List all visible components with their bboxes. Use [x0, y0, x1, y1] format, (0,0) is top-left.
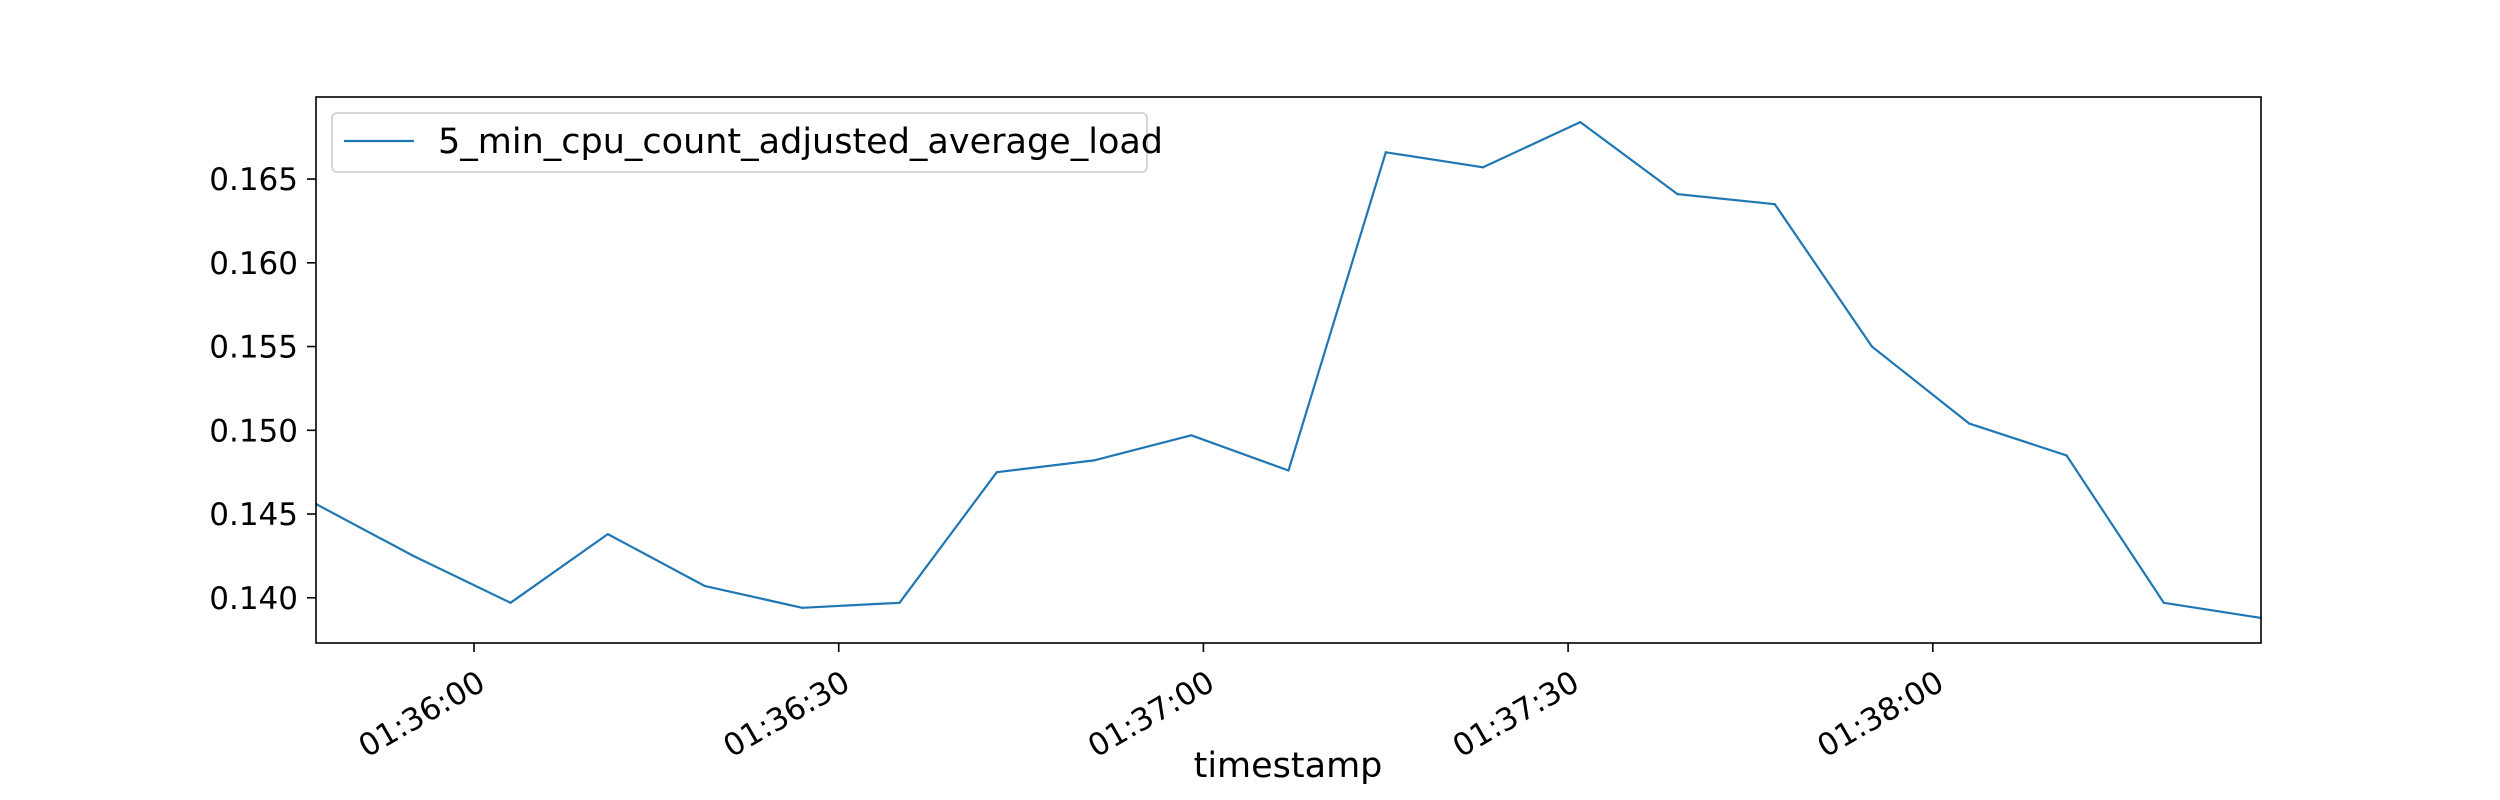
data-point — [2162, 601, 2165, 604]
x-tick-label: 01:36:30 — [717, 664, 856, 765]
data-point — [2065, 454, 2068, 457]
data-point — [412, 554, 415, 558]
data-point — [1773, 203, 1776, 206]
x-axis-title: timestamp — [1194, 746, 1383, 786]
data-point — [1190, 434, 1193, 437]
y-tick-label: 0.140 — [209, 581, 298, 617]
data-point — [1384, 151, 1387, 154]
data-point — [1579, 121, 1582, 124]
data-point — [1481, 166, 1485, 169]
y-tick-label: 0.165 — [209, 162, 298, 198]
data-point — [606, 533, 609, 536]
data-point — [1968, 422, 1971, 425]
legend-box — [331, 112, 1148, 173]
x-axis-ticks: 01:36:00 01:36:30 01:37:00 01:37:30 01:38:00 — [353, 643, 1950, 765]
data-point — [801, 606, 804, 609]
series-layer — [314, 120, 2263, 619]
x-tick-label: 01:38:00 — [1811, 664, 1950, 765]
legend: 5_min_cpu_count_adjusted_average_load — [331, 112, 1163, 173]
data-point — [1870, 345, 1874, 348]
data-point — [509, 601, 512, 604]
plot-area — [316, 97, 2261, 643]
legend-label: 5_min_cpu_count_adjusted_average_load — [438, 122, 1163, 162]
y-tick-label: 0.145 — [209, 497, 298, 533]
data-point — [995, 471, 998, 474]
data-point — [1676, 193, 1679, 196]
y-tick-label: 0.150 — [209, 413, 298, 449]
y-axis-ticks: 0.140 0.145 0.150 0.155 0.160 0.165 — [209, 162, 316, 617]
data-point — [703, 584, 707, 588]
x-tick-label: 01:36:00 — [353, 664, 492, 765]
x-tick-label: 01:37:30 — [1447, 664, 1586, 765]
y-tick-label: 0.155 — [209, 330, 298, 366]
data-point — [898, 601, 901, 604]
data-point — [1287, 469, 1290, 472]
plot-frame — [315, 96, 2262, 644]
data-point — [1092, 459, 1096, 462]
y-tick-label: 0.160 — [209, 246, 298, 282]
